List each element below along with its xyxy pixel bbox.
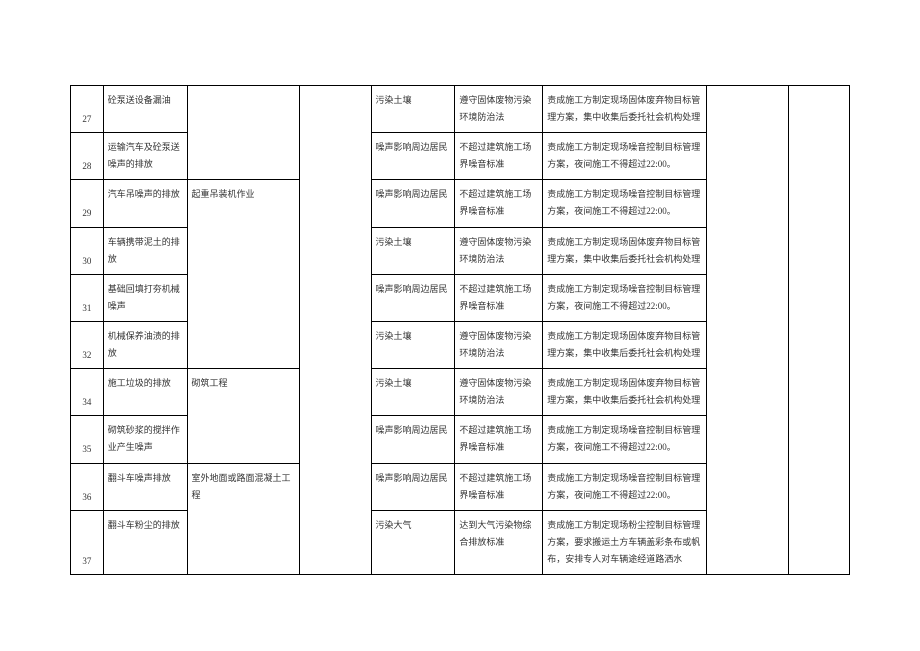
standard-cell: 遵守固体废物污染环境防治法 (455, 227, 543, 274)
standard-cell: 不超过建筑施工场界噪音标准 (455, 274, 543, 321)
row-number: 27 (71, 86, 104, 133)
blank-cell (299, 86, 371, 575)
row-number: 37 (71, 510, 104, 574)
impact-cell: 噪声影响周边居民 (371, 180, 455, 227)
source-cell: 翻斗车粉尘的排放 (103, 510, 187, 574)
operation-cell (187, 86, 299, 180)
source-cell: 砌筑砂浆的搅拌作业产生噪声 (103, 416, 187, 463)
measure-cell: 责成施工方制定现场噪音控制目标管理方案，夜间施工不得超过22:00。 (543, 180, 707, 227)
row-number: 34 (71, 369, 104, 416)
impact-cell: 污染土壤 (371, 369, 455, 416)
row-number: 29 (71, 180, 104, 227)
source-cell: 施工垃圾的排放 (103, 369, 187, 416)
source-cell: 机械保养油渍的排放 (103, 321, 187, 368)
measure-cell: 责成施工方制定现场固体废弃物目标管理方案，集中收集后委托社会机构处理 (543, 369, 707, 416)
operation-cell: 砌筑工程 (187, 369, 299, 463)
source-cell: 运输汽车及砼泵送噪声的排放 (103, 133, 187, 180)
measure-cell: 责成施工方制定现场固体废弃物目标管理方案，集中收集后委托社会机构处理 (543, 321, 707, 368)
standard-cell: 遵守固体废物污染环境防治法 (455, 369, 543, 416)
row-number: 36 (71, 463, 104, 510)
row-number: 28 (71, 133, 104, 180)
row-number: 32 (71, 321, 104, 368)
row-number: 30 (71, 227, 104, 274)
measure-cell: 责成施工方制定现场噪音控制目标管理方案，夜间施工不得超过22:00。 (543, 463, 707, 510)
tail-cell (706, 86, 788, 575)
source-cell: 基础回填打夯机械噪声 (103, 274, 187, 321)
measure-cell: 责成施工方制定现场噪音控制目标管理方案，夜间施工不得超过22:00。 (543, 274, 707, 321)
measure-cell: 责成施工方制定现场固体废弃物目标管理方案，集中收集后委托社会机构处理 (543, 227, 707, 274)
standard-cell: 不超过建筑施工场界噪音标准 (455, 463, 543, 510)
measure-cell: 责成施工方制定现场粉尘控制目标管理方案，要求搬运土方车辆盖彩条布或帆布，安排专人… (543, 510, 707, 574)
impact-cell: 噪声影响周边居民 (371, 274, 455, 321)
table-row: 27 砼泵送设备漏油 污染土壤 遵守固体废物污染环境防治法 责成施工方制定现场固… (71, 86, 850, 133)
standard-cell: 达到大气污染物综合排放标准 (455, 510, 543, 574)
impact-cell: 噪声影响周边居民 (371, 463, 455, 510)
impact-cell: 噪声影响周边居民 (371, 416, 455, 463)
standard-cell: 不超过建筑施工场界噪音标准 (455, 416, 543, 463)
source-cell: 车辆携带泥土的排放 (103, 227, 187, 274)
tail-cell (788, 86, 849, 575)
impact-cell: 污染土壤 (371, 321, 455, 368)
impact-cell: 污染土壤 (371, 227, 455, 274)
standard-cell: 不超过建筑施工场界噪音标准 (455, 133, 543, 180)
measure-cell: 责成施工方制定现场固体废弃物目标管理方案，集中收集后委托社会机构处理 (543, 86, 707, 133)
impact-cell: 污染土壤 (371, 86, 455, 133)
source-cell: 汽车吊噪声的排放 (103, 180, 187, 227)
row-number: 31 (71, 274, 104, 321)
source-cell: 翻斗车噪声排放 (103, 463, 187, 510)
operation-cell: 室外地面或路面混凝土工程 (187, 463, 299, 574)
row-number: 35 (71, 416, 104, 463)
standard-cell: 不超过建筑施工场界噪音标准 (455, 180, 543, 227)
measure-cell: 责成施工方制定现场噪音控制目标管理方案，夜间施工不得超过22:00。 (543, 133, 707, 180)
measure-cell: 责成施工方制定现场噪音控制目标管理方案，夜间施工不得超过22:00。 (543, 416, 707, 463)
impact-cell: 污染大气 (371, 510, 455, 574)
operation-cell: 起重吊装机作业 (187, 180, 299, 369)
source-cell: 砼泵送设备漏油 (103, 86, 187, 133)
document-table: 27 砼泵送设备漏油 污染土壤 遵守固体废物污染环境防治法 责成施工方制定现场固… (70, 85, 850, 575)
standard-cell: 遵守固体废物污染环境防治法 (455, 86, 543, 133)
impact-cell: 噪声影响周边居民 (371, 133, 455, 180)
standard-cell: 遵守固体废物污染环境防治法 (455, 321, 543, 368)
